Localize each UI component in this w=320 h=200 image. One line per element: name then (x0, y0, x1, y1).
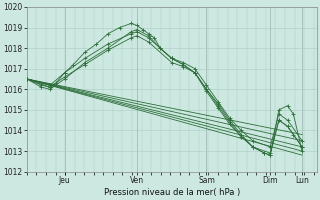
X-axis label: Pression niveau de la mer( hPa ): Pression niveau de la mer( hPa ) (104, 188, 240, 197)
